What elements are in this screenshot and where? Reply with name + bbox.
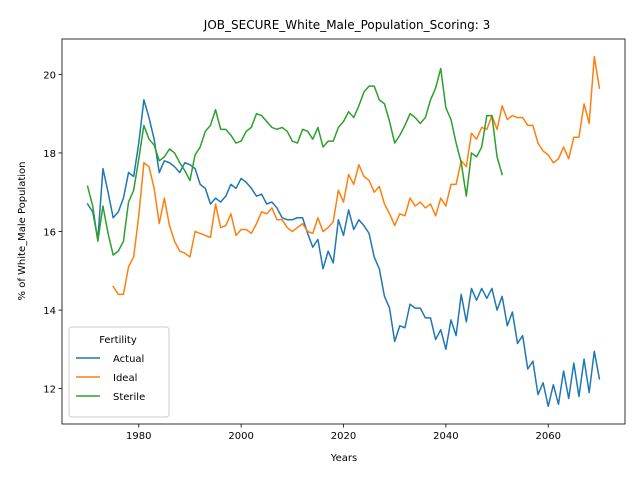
x-tick-label: 2040 — [433, 431, 458, 442]
y-axis-label: % of White_Male Population — [17, 162, 28, 301]
legend-label-ideal: Ideal — [113, 373, 137, 384]
y-tick-label: 16 — [43, 228, 56, 239]
legend-entries: Actual Ideal Sterile — [76, 354, 145, 403]
legend-box — [68, 326, 170, 418]
legend-label-actual: Actual — [113, 354, 144, 365]
y-axis: 12 14 16 18 20 — [43, 70, 62, 396]
x-tick-label: 1980 — [126, 431, 151, 442]
series-line-sterile — [86, 67, 504, 256]
chart-title: JOB_SECURE_White_Male_Population_Scoring… — [203, 18, 490, 32]
y-tick-label: 20 — [43, 70, 56, 81]
series-line-actual — [86, 99, 601, 408]
legend-title: Fertility — [99, 335, 137, 346]
x-tick-label: 2060 — [536, 431, 561, 442]
y-tick-label: 14 — [43, 306, 56, 317]
x-tick-label: 2020 — [331, 431, 356, 442]
x-axis: 1980 2000 2020 2040 2060 — [126, 424, 561, 442]
series-layer — [86, 55, 601, 408]
y-tick-label: 18 — [43, 149, 56, 160]
x-axis-label: Years — [330, 453, 357, 464]
series-line-ideal — [112, 55, 601, 296]
x-tick-label: 2000 — [228, 431, 253, 442]
legend-label-sterile: Sterile — [113, 392, 145, 403]
y-tick-label: 12 — [43, 385, 56, 396]
legend: Fertility Actual Ideal Sterile — [68, 326, 170, 418]
